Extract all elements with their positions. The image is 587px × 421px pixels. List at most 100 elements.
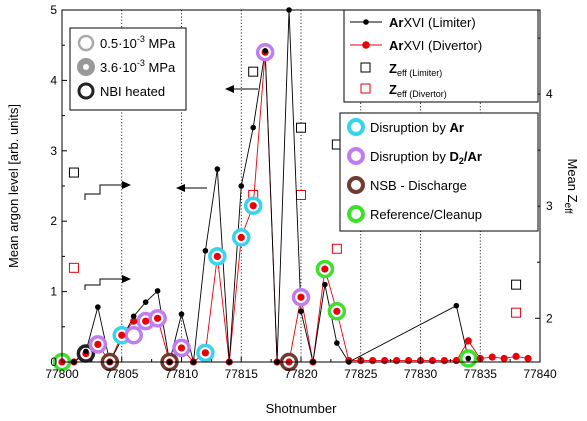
legend-marker-bold2: /Ar [464, 149, 482, 164]
y2-axis-label: Mean Zeff [562, 158, 580, 213]
y-tick-label: 2 [50, 214, 57, 228]
x-tick-label: 77820 [284, 367, 318, 381]
y-tick-label: 5 [50, 3, 57, 17]
arrow-head [225, 85, 234, 93]
series-point [201, 349, 209, 357]
legend-series-label: ArXVI (Limiter) [389, 15, 476, 30]
legend-pressure-unit: MPa [145, 60, 176, 75]
y-tick-label: 1 [50, 285, 57, 299]
legend-marker-ring [347, 118, 365, 136]
series-point [213, 252, 221, 260]
zeff-point [296, 189, 306, 200]
y2-tick-label: 2 [546, 311, 553, 325]
series-point [154, 288, 161, 294]
legend-series: ArXVI (Limiter) ArXVI (Divertor) Zeff (Lim… [343, 9, 539, 103]
x-tick-label: 77825 [344, 367, 378, 381]
series-point [95, 304, 101, 310]
x-axis-label: Shotnumber [266, 401, 337, 416]
series-point [440, 356, 448, 365]
legend-dot-sample [362, 41, 370, 49]
series-point [214, 166, 221, 172]
series-point [452, 356, 460, 365]
zeff-point [68, 262, 79, 273]
zeff-point [248, 66, 259, 77]
legend-series-sub: XVI (Divertor) [403, 38, 482, 53]
series-point [154, 314, 162, 322]
series-point [524, 354, 532, 363]
legend-series-label: Zeff (Limiter) [389, 61, 442, 78]
zeff-point [511, 279, 522, 290]
legend-markers-box [339, 112, 539, 232]
x-tick-label: 77830 [404, 367, 438, 381]
series-point [333, 307, 341, 315]
legend-marker-text: Reference/Cleanup [370, 207, 482, 222]
series-point [393, 356, 401, 365]
series-point [250, 124, 256, 131]
zeff-point [511, 307, 522, 318]
legend-marker-ring [347, 176, 365, 194]
arrow-zeff-divertor [84, 278, 128, 290]
highlight-ring [124, 325, 143, 345]
legend-marker-label: Disruption by Ar [370, 120, 464, 135]
y-tick-label: 4 [50, 73, 57, 87]
legend-marker-label: NSB - Discharge [370, 178, 467, 193]
series-point [118, 331, 126, 339]
y-tick-label: 3 [50, 144, 57, 158]
legend-series-sub: eff (Divertor) [397, 89, 447, 99]
legend-square-sample [360, 83, 371, 94]
legend-dot-sample [363, 19, 369, 25]
legend-pressure-marker [77, 34, 95, 52]
series-point [321, 265, 329, 273]
series-point [237, 233, 245, 241]
y-axis-label: Mean argon level [arb. units] [6, 104, 21, 268]
series-point [369, 356, 377, 365]
legend-pressure-marker [77, 58, 95, 76]
legend-marker-ring [347, 147, 365, 165]
series-point [298, 308, 304, 315]
series-point [238, 183, 245, 189]
legend-series-sub: eff (Limiter) [397, 68, 442, 78]
series-point [249, 202, 257, 210]
series-point [130, 317, 138, 325]
y2-axis-label-sub: eff [562, 203, 573, 214]
series-point [83, 348, 89, 355]
arrow-head [176, 184, 185, 192]
y2-tick-label: 3 [546, 199, 553, 213]
legend-series-sub: XVI (Limiter) [403, 15, 475, 30]
legend-series-main: Z [389, 61, 397, 76]
series-point [94, 340, 102, 348]
legend-pressure-exp: -3 [137, 58, 145, 68]
legend-marker-sub: 2 [459, 156, 464, 166]
legend-series-main: Ar [389, 38, 403, 53]
series-point [453, 302, 460, 309]
arrow-zeff-limiter [84, 184, 128, 200]
legend-marker-bold: D [449, 149, 458, 164]
series-point [202, 247, 209, 254]
legend-pressure-exp: -3 [137, 34, 145, 44]
legend-pressure-text: 0.5·10 [100, 36, 137, 51]
legend-marker-label: Disruption by D2/Ar [370, 149, 482, 166]
series-point [381, 356, 389, 365]
legend-series-main: Z [389, 82, 397, 97]
x-tick-label: 77840 [523, 367, 557, 381]
series-point [297, 293, 305, 301]
x-tick-label: 77835 [464, 367, 498, 381]
y2-axis-label-main: Mean Z [565, 158, 580, 202]
legend-pressure-label: 3.6·10-3 MPa [100, 58, 176, 75]
zeff-point [68, 167, 79, 178]
legend-pressure-label: NBI heated [100, 84, 165, 99]
legend-marker-ring [347, 205, 365, 223]
legend-marker-bold: Ar [449, 120, 463, 135]
legend-marker-text: Disruption by [370, 120, 449, 135]
zeff-point [296, 122, 306, 133]
x-tick-label: 77810 [165, 367, 199, 381]
series-point [334, 340, 340, 346]
legend-pressure-text: 3.6·10 [100, 60, 137, 75]
series-point [464, 337, 472, 345]
x-axis-ticks: 77800 77805 77810 77815 77820 77825 77830 77835… [45, 357, 557, 381]
legend-pressure-text: NBI heated [100, 84, 165, 99]
series-point [512, 352, 520, 360]
